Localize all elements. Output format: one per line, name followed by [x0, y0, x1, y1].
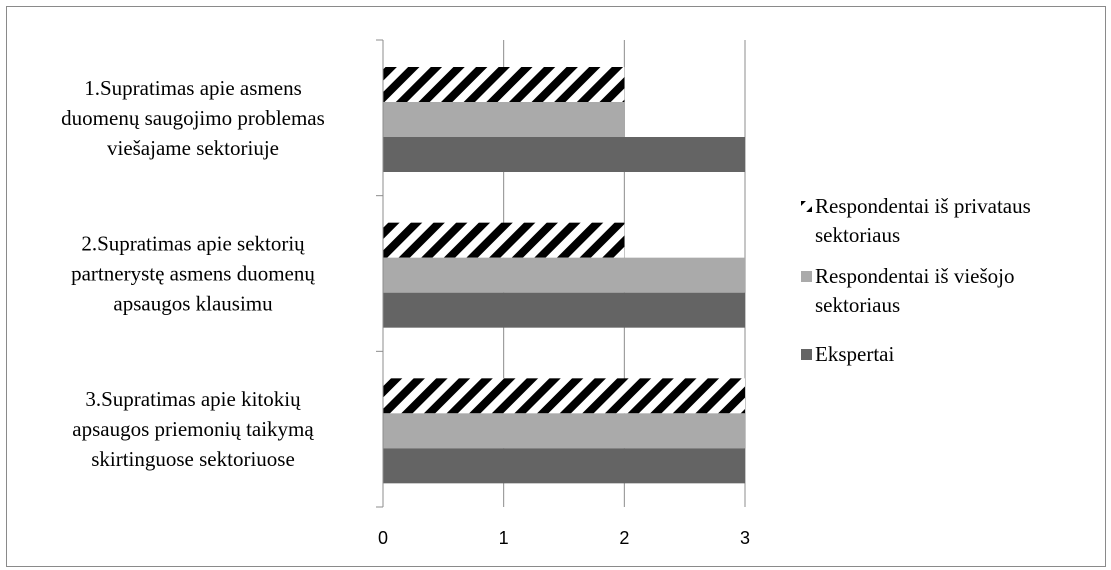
bar-series-3-category-2	[383, 292, 745, 328]
axes	[376, 39, 384, 508]
bar-series-1-category-3	[383, 378, 745, 414]
category-label: 1.Supratimas apie asmens duomenų saugojim…	[61, 76, 325, 160]
category-label: 2.Supratimas apie sektorių partnerystę as…	[71, 232, 315, 316]
bar-series-1-category-1	[383, 67, 625, 102]
bar-series-3-category-3	[383, 448, 745, 484]
bar-series-2-category-3	[383, 413, 745, 449]
bar-series-1-category-2	[383, 222, 625, 258]
legend-swatch	[801, 349, 812, 360]
legend-label: Respondentai iš privataus sektoriaus	[815, 194, 1031, 247]
category-label: 3.Supratimas apie kitokių apsaugos priemo…	[72, 387, 314, 471]
bar-series-3-category-1	[383, 137, 745, 172]
legend-swatch	[801, 271, 812, 282]
bar-series-2-category-2	[383, 257, 745, 293]
category-labels: 1.Supratimas apie asmens duomenų saugojim…	[61, 76, 325, 471]
bars	[383, 67, 745, 484]
legend-label: Ekspertai	[815, 342, 894, 366]
bar-series-2-category-1	[383, 102, 625, 137]
legend: Respondentai iš privataus sektoriaus Respo…	[801, 194, 1031, 366]
legend-swatch	[801, 201, 812, 212]
x-tick-label: 0	[378, 528, 388, 548]
x-tick-label: 1	[499, 528, 509, 548]
x-tick-label: 3	[740, 528, 750, 548]
legend-label: Respondentai iš viešojo sektoriaus	[815, 264, 1014, 317]
x-tick-labels: 0 1 2 3	[378, 528, 750, 548]
x-tick-label: 2	[619, 528, 629, 548]
